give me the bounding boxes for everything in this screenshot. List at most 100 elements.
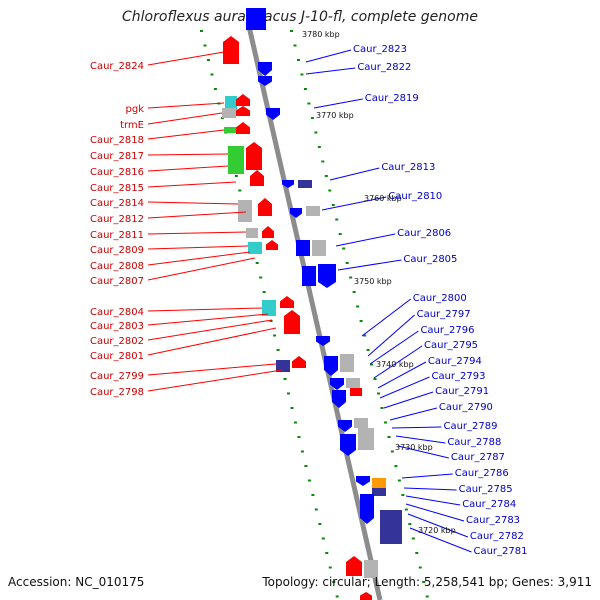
- tick-right: [380, 407, 384, 409]
- gene-label-right: Caur_2791: [435, 386, 489, 397]
- leader-right: [407, 513, 469, 538]
- leader-left: [147, 112, 223, 125]
- gene-label-left: Caur_2824: [90, 61, 144, 72]
- leader-left: [147, 363, 277, 376]
- gene-label-left: Caur_2816: [90, 167, 144, 178]
- gene-label-left: Caur_2798: [90, 387, 144, 398]
- gene-block: [306, 206, 320, 216]
- leader-right: [329, 167, 380, 181]
- scale-label: 3740 kbp: [376, 360, 414, 369]
- leader-right: [377, 361, 427, 389]
- gene-arrow: [236, 106, 250, 116]
- tick-right: [359, 320, 363, 322]
- leader-left: [147, 51, 225, 66]
- gene-block: [262, 300, 276, 316]
- gene-block: [238, 200, 252, 222]
- gene-label-right: Caur_2793: [431, 371, 485, 382]
- gene-features: [222, 8, 402, 600]
- leader-left: [147, 251, 251, 266]
- leader-right: [383, 391, 434, 409]
- gene-arrow: [284, 310, 300, 334]
- gene-block: [358, 428, 374, 450]
- gene-block: [302, 266, 316, 286]
- gene-block: [350, 388, 362, 396]
- gene-arrow: [360, 592, 372, 600]
- gene-label-right: Caur_2789: [443, 421, 497, 432]
- gene-block: [296, 240, 310, 256]
- tick-left: [262, 291, 266, 293]
- gene-label-left: trmE: [120, 120, 144, 131]
- tick-right: [404, 508, 408, 511]
- scale-label: 3750 kbp: [354, 277, 392, 286]
- tick-right: [324, 175, 328, 177]
- tick-left: [206, 59, 210, 61]
- tick-marks-right: [290, 30, 429, 598]
- scale-label: 3720 kbp: [418, 526, 456, 535]
- gene-block: [228, 146, 244, 174]
- gene-block: [224, 127, 236, 133]
- tick-left: [311, 494, 315, 496]
- tick-left: [269, 320, 273, 322]
- gene-arrow: [246, 142, 262, 170]
- leader-right: [405, 503, 465, 522]
- gene-arrow: [236, 122, 250, 134]
- leader-left: [147, 231, 247, 235]
- gene-block: [248, 242, 262, 254]
- gene-label-right: Caur_2784: [462, 499, 516, 510]
- gene-label-right: Caur_2813: [381, 162, 435, 173]
- gene-label-left: Caur_2817: [90, 151, 144, 162]
- tick-right: [314, 131, 318, 134]
- gene-label-left: Caur_2801: [90, 351, 144, 362]
- tick-left: [287, 392, 290, 395]
- tick-left: [238, 189, 242, 192]
- gene-arrow: [262, 226, 274, 238]
- tick-right: [415, 552, 419, 554]
- gene-arrow: [250, 170, 264, 186]
- gene-arrow: [338, 420, 352, 432]
- gene-arrow: [290, 208, 302, 218]
- tick-right: [349, 276, 353, 279]
- tick-right: [303, 88, 307, 90]
- leader-right: [367, 314, 415, 357]
- tick-right: [296, 59, 300, 61]
- gene-arrow: [318, 264, 336, 288]
- gene-label-left: Caur_2814: [90, 198, 144, 209]
- leader-right: [409, 527, 472, 553]
- gene-block: [222, 108, 236, 118]
- gene-block: [340, 354, 354, 372]
- gene-block: [246, 228, 258, 238]
- tick-right: [317, 146, 321, 148]
- tick-left: [297, 436, 301, 438]
- tick-right: [352, 291, 356, 293]
- topology-summary: Topology: circular; Length: 5,258,541 bp…: [262, 575, 592, 589]
- tick-left: [283, 378, 287, 380]
- tick-right: [345, 262, 349, 264]
- gene-block: [372, 488, 386, 496]
- gene-label-right: Caur_2797: [417, 309, 471, 320]
- tick-right: [411, 537, 415, 540]
- gene-label-left: Caur_2799: [90, 371, 144, 382]
- tick-right: [401, 494, 405, 496]
- leader-left: [147, 307, 263, 312]
- tick-left: [203, 44, 207, 47]
- gene-arrow: [236, 94, 250, 106]
- scale-label: 3760 kbp: [364, 194, 402, 203]
- gene-block: [372, 478, 386, 488]
- tick-right: [335, 218, 339, 221]
- tick-right: [383, 421, 387, 424]
- gene-arrow: [258, 198, 272, 216]
- leader-left: [147, 102, 225, 109]
- tick-right: [408, 523, 412, 525]
- tick-right: [321, 160, 325, 163]
- gene-arrow: [330, 378, 344, 390]
- gene-label-right: Caur_2787: [451, 452, 505, 463]
- scale-label: 3770 kbp: [316, 111, 354, 120]
- gene-label-right: Caur_2785: [459, 484, 513, 495]
- gene-arrow: [292, 356, 306, 368]
- tick-right: [293, 44, 297, 47]
- leader-right: [389, 407, 438, 421]
- gene-label-right: Caur_2794: [428, 356, 482, 367]
- gene-label-right: Caur_2782: [470, 531, 524, 542]
- tick-right: [373, 378, 377, 380]
